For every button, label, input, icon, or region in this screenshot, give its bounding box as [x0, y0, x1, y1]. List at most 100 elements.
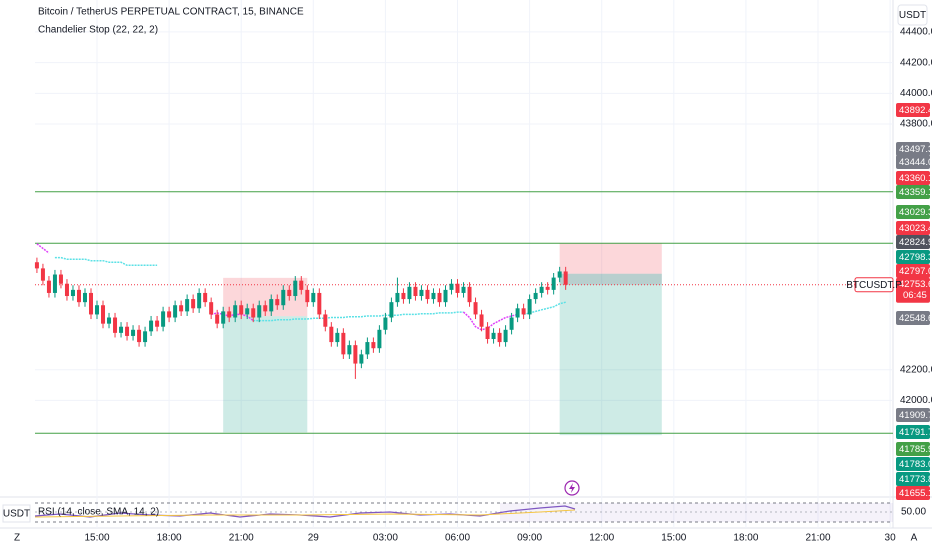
- price-tag: [896, 235, 930, 249]
- price-tag-label: 43359.1: [899, 187, 932, 198]
- price-tag: [896, 221, 930, 235]
- candle-body: [215, 314, 220, 324]
- currency-label: USDT: [899, 10, 926, 21]
- price-tag-label: 43360.1: [899, 173, 932, 184]
- candle-body: [197, 292, 202, 309]
- y-tick-label: 44000.0: [900, 88, 932, 99]
- candle-body: [341, 332, 346, 355]
- price-tag-label: 42797.0: [899, 266, 932, 277]
- candle-body: [461, 286, 466, 293]
- price-tag-label: 42798.3: [899, 252, 932, 263]
- candle-body: [293, 280, 298, 297]
- x-tick-label: 29: [308, 533, 320, 544]
- candle-body: [539, 286, 544, 293]
- pane-currency: USDT: [3, 509, 30, 520]
- candle-body: [431, 292, 436, 300]
- candle-body: [491, 332, 496, 340]
- price-tag: [896, 472, 930, 486]
- candle-body: [287, 289, 292, 297]
- candle-body: [395, 292, 400, 303]
- candle-body: [155, 320, 160, 327]
- candle-body: [143, 331, 148, 343]
- candle-body: [449, 283, 454, 290]
- candle-body: [359, 354, 364, 364]
- candle-body: [161, 311, 166, 327]
- candle-body: [521, 308, 526, 315]
- price-tag: [896, 408, 930, 422]
- candle-body: [545, 286, 550, 290]
- pane-currency-box[interactable]: [2, 504, 31, 523]
- candle-body: [245, 308, 250, 315]
- zoom-button[interactable]: Z: [14, 533, 20, 544]
- price-tag-label: 41783.0: [899, 459, 932, 470]
- currency-button[interactable]: [897, 4, 928, 26]
- price-tag: [896, 457, 930, 471]
- rsi-label: RSI (14, close, SMA, 14, 2): [38, 507, 159, 518]
- price-tag: [896, 103, 930, 117]
- price-tag-label: 43497.3: [899, 144, 932, 155]
- candle-body: [203, 292, 208, 303]
- candle-body: [269, 299, 274, 312]
- last-price-label: 42753.6: [899, 279, 932, 290]
- candle-body: [323, 314, 328, 327]
- candle-body: [509, 317, 514, 330]
- candle-body: [34, 262, 39, 269]
- candle-body: [125, 326, 130, 336]
- candle-body: [76, 289, 81, 303]
- x-tick-label: 18:00: [157, 533, 182, 544]
- price-tag: [896, 425, 930, 439]
- candle-body: [95, 305, 100, 315]
- position-risk: [559, 243, 662, 274]
- candle-body: [257, 305, 262, 318]
- candle-body: [251, 308, 256, 318]
- price-tag: [896, 142, 930, 156]
- candle-body: [149, 320, 154, 332]
- event-bolt: [569, 483, 575, 493]
- price-tag-label: 42824.9: [899, 237, 932, 248]
- candle-body: [335, 332, 340, 343]
- candle-body: [485, 326, 490, 340]
- candle-body: [365, 342, 370, 355]
- plot: [34, 0, 893, 528]
- candle-body: [209, 302, 214, 315]
- price-tag-label: 41791.7: [899, 427, 932, 438]
- chart-title: Bitcoin / TetherUS PERPETUAL CONTRACT, 1…: [38, 7, 304, 18]
- candle-body: [443, 289, 448, 303]
- candle-body: [479, 314, 484, 327]
- rsi-line: [34, 505, 576, 518]
- candle-body: [527, 299, 532, 315]
- candle-body: [275, 299, 280, 306]
- price-tag: [896, 311, 930, 325]
- price-tag: [896, 250, 930, 264]
- candle-body: [467, 286, 472, 303]
- price-tag-label: 43029.3: [899, 207, 932, 218]
- candle-body: [533, 292, 538, 300]
- candle-body: [383, 317, 388, 330]
- auto-scale-button[interactable]: A: [911, 533, 918, 544]
- price-tag: [896, 185, 930, 199]
- candle-body: [437, 292, 442, 303]
- candle-body: [233, 305, 238, 318]
- price-tag-label: 43023.4: [899, 223, 932, 234]
- candle-body: [419, 289, 424, 297]
- y-tick-label: 42000.0: [900, 395, 932, 406]
- candle-body: [113, 317, 118, 333]
- y-tick-label: 42200.0: [900, 364, 932, 375]
- candle-body: [371, 342, 376, 349]
- candle-body: [473, 302, 478, 315]
- symbol-label: BTCUSDT.P: [846, 280, 902, 291]
- candle-body: [329, 326, 334, 343]
- candle-body: [557, 271, 562, 278]
- candle-body: [131, 329, 136, 336]
- candle-body: [107, 317, 112, 324]
- rsi-level-label: 50.00: [901, 507, 926, 518]
- rsi-sma: [34, 509, 576, 518]
- symbol-tag: [854, 277, 894, 293]
- candle-body: [46, 280, 51, 293]
- price-tag: [896, 155, 930, 169]
- candle-body: [425, 289, 430, 300]
- position-reward: [559, 273, 662, 436]
- indicator-label: Chandelier Stop (22, 22, 2): [38, 25, 158, 36]
- x-tick-label: 18:00: [733, 533, 758, 544]
